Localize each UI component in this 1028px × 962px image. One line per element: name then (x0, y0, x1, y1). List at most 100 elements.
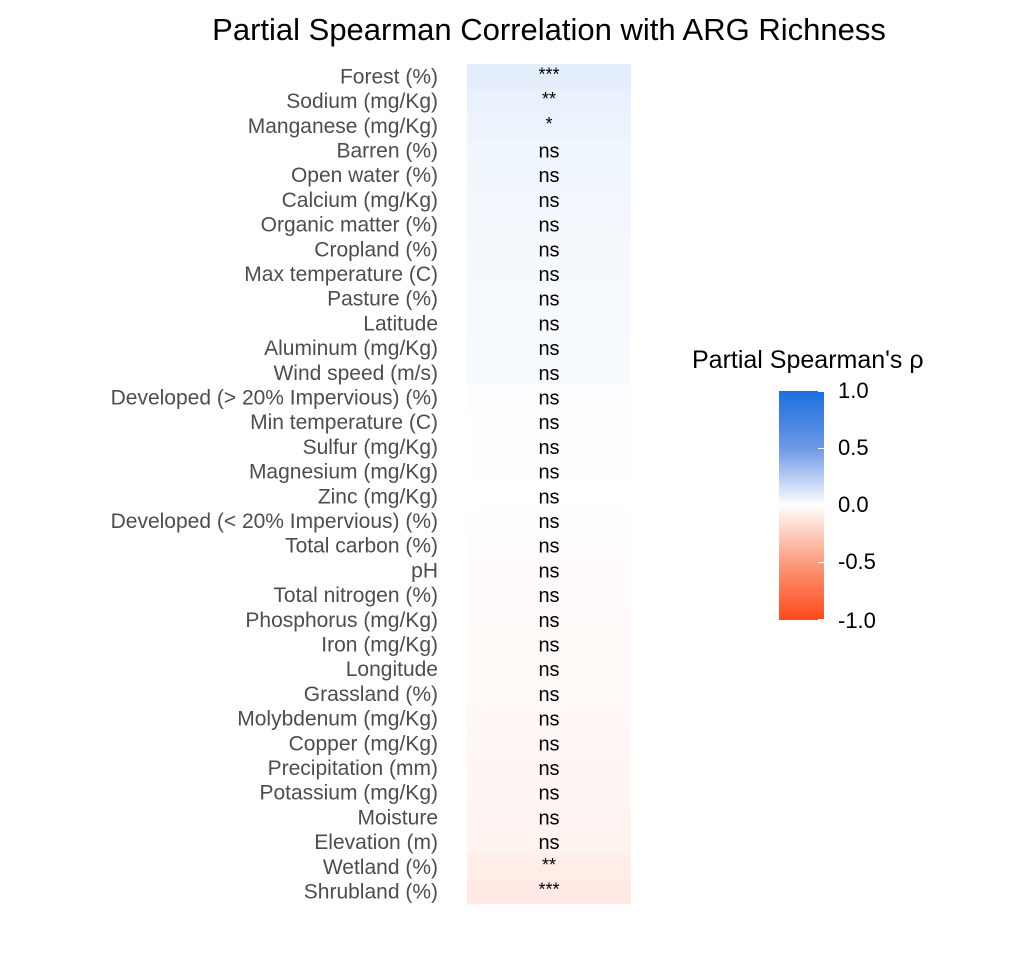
significance-label: ns (538, 684, 559, 706)
significance-label: ns (538, 560, 559, 582)
legend-tickmark (818, 562, 824, 563)
heatmap-cell (467, 385, 631, 411)
row-label: Open water (%) (291, 164, 438, 187)
significance-label: ns (538, 289, 559, 311)
significance-label: *** (538, 64, 559, 84)
row-label: Latitude (363, 312, 438, 335)
row-label: Molybdenum (mg/Kg) (237, 708, 438, 731)
row-label: Calcium (mg/Kg) (282, 189, 438, 212)
heatmap-cell (467, 434, 631, 460)
significance-label: ns (538, 264, 559, 286)
heatmap-cell (467, 236, 631, 263)
row-label: Developed (> 20% Impervious) (%) (111, 386, 438, 409)
heatmap-cell (467, 805, 631, 831)
row-label: Total nitrogen (%) (273, 584, 438, 607)
heatmap-cell (467, 632, 631, 658)
legend-tickmark (818, 619, 824, 620)
row-label: Developed (< 20% Impervious) (%) (111, 510, 438, 533)
row-label: Magnesium (mg/Kg) (249, 461, 438, 484)
heatmap-cell (467, 656, 631, 682)
significance-label: ns (538, 387, 559, 409)
significance-label: ns (538, 585, 559, 607)
row-label: Manganese (mg/Kg) (248, 115, 438, 138)
legend-tick-label: 0.0 (838, 492, 869, 517)
heatmap-cell (467, 829, 631, 855)
heatmap-cell (467, 88, 631, 114)
significance-label: ** (542, 855, 556, 875)
heatmap-cell (467, 187, 631, 213)
significance-label: ns (538, 807, 559, 829)
row-label: Pasture (%) (327, 288, 438, 311)
legend-tick-label: 1.0 (838, 378, 869, 403)
heatmap-cell (467, 508, 631, 534)
significance-label: ns (538, 758, 559, 780)
heatmap-cell (467, 582, 631, 608)
heatmap-cell (467, 558, 631, 584)
significance-label: ns (538, 832, 559, 854)
significance-label: ns (538, 215, 559, 237)
legend-tickmark (818, 505, 824, 506)
legend-colorbar (779, 391, 824, 620)
row-label: Copper (mg/Kg) (289, 732, 438, 755)
heatmap-cell (467, 879, 631, 905)
row-label: Grassland (%) (304, 683, 438, 706)
row-label: Aluminum (mg/Kg) (264, 337, 438, 360)
significance-label: ns (538, 338, 559, 360)
row-label: Iron (mg/Kg) (321, 633, 438, 656)
legend-title: Partial Spearman's ρ (692, 346, 924, 374)
heatmap: Forest (%) ***Sodium (mg/Kg) **Manganese (… (111, 64, 631, 905)
row-label: Min temperature (C) (250, 411, 438, 434)
heatmap-cell (467, 459, 631, 485)
significance-label: ns (538, 412, 559, 434)
significance-label: ns (538, 190, 559, 212)
row-label: Potassium (mg/Kg) (259, 782, 438, 805)
legend-tickmark (818, 391, 824, 392)
significance-label: ns (538, 709, 559, 731)
significance-label: ns (538, 462, 559, 484)
significance-label: ** (542, 89, 556, 109)
row-label: Forest (%) (340, 65, 438, 88)
row-label: Moisture (357, 806, 438, 829)
row-label: Sodium (mg/Kg) (286, 90, 438, 113)
heatmap-cell (467, 730, 631, 757)
significance-label: *** (538, 879, 559, 899)
heatmap-cell (467, 138, 631, 164)
significance-label: ns (538, 634, 559, 656)
significance-label: ns (538, 536, 559, 558)
significance-label: ns (538, 313, 559, 335)
heatmap-cell (467, 607, 631, 633)
row-label: pH (411, 559, 438, 582)
row-label: Cropland (%) (314, 238, 438, 261)
row-label: Sulfur (mg/Kg) (303, 436, 438, 459)
legend-tickmark (818, 448, 824, 449)
row-label: Organic matter (%) (261, 214, 438, 237)
row-label: Wind speed (m/s) (273, 362, 438, 385)
row-label: Max temperature (C) (244, 263, 438, 286)
legend-tick-label: -1.0 (838, 608, 876, 633)
significance-label: ns (538, 733, 559, 755)
heatmap-cell (467, 64, 631, 90)
significance-label: * (545, 114, 552, 134)
row-label: Shrubland (%) (304, 880, 438, 903)
heatmap-cell (467, 681, 631, 707)
heatmap-cell (467, 286, 631, 312)
significance-label: ns (538, 610, 559, 632)
significance-label: ns (538, 140, 559, 162)
significance-label: ns (538, 165, 559, 187)
row-label: Longitude (346, 658, 438, 681)
heatmap-cell (467, 409, 631, 435)
heatmap-cell (467, 360, 631, 386)
chart-title: Partial Spearman Correlation with ARG Ri… (212, 12, 886, 47)
heatmap-cell (467, 162, 631, 188)
heatmap-cell (467, 212, 631, 238)
significance-label: ns (538, 659, 559, 681)
heatmap-cell (467, 706, 631, 732)
significance-label: ns (538, 363, 559, 385)
heatmap-cell (467, 335, 631, 361)
significance-label: ns (538, 437, 559, 459)
heatmap-cell (467, 854, 631, 880)
row-label: Precipitation (mm) (268, 757, 438, 780)
heatmap-cell (467, 261, 631, 287)
heatmap-cell (467, 311, 631, 337)
heatmap-cell (467, 780, 631, 806)
